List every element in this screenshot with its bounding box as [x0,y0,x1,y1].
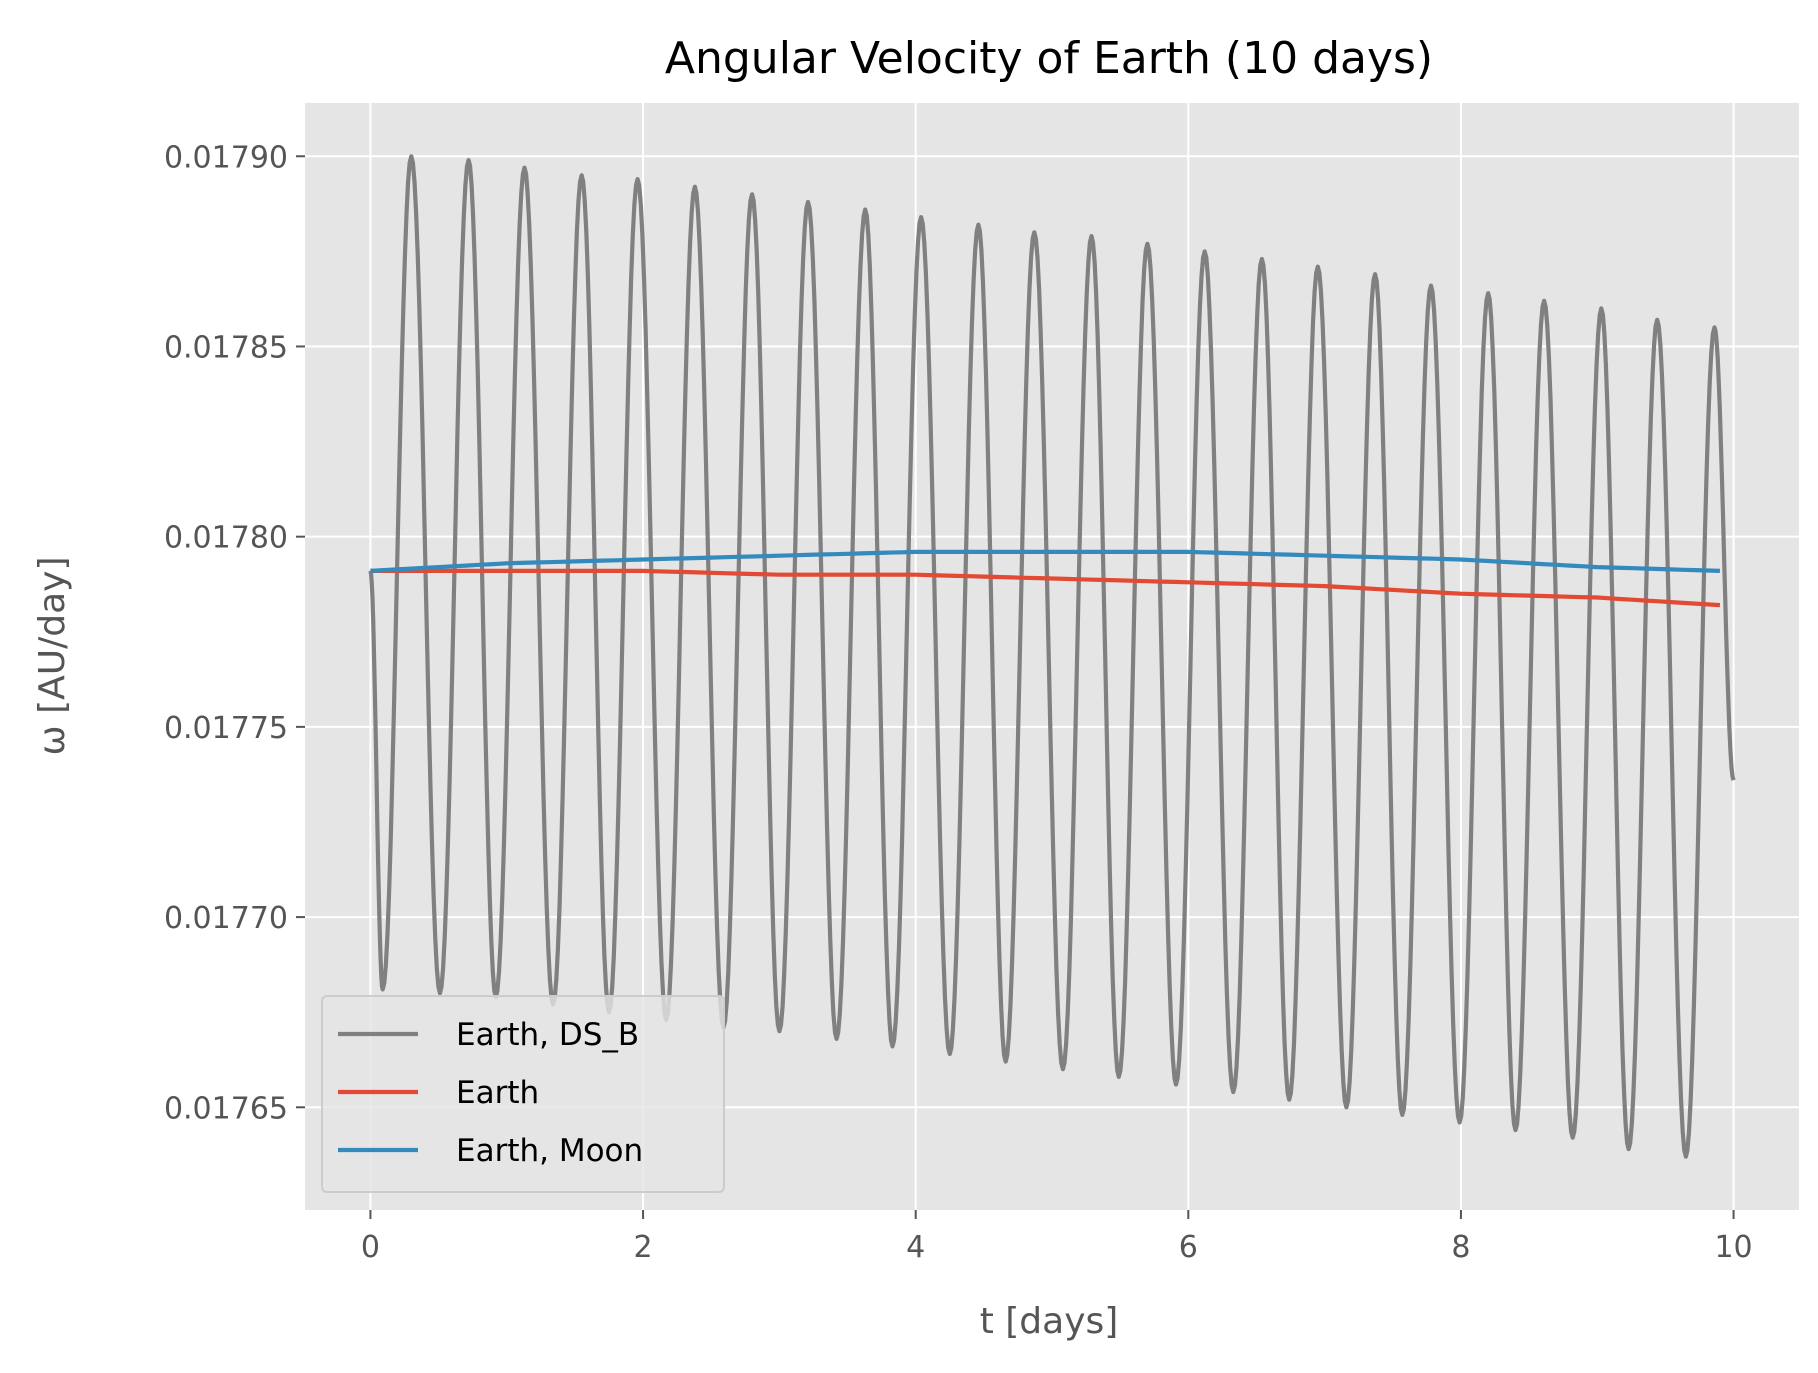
x-axis: 0 2 4 6 8 10 [361,1210,1753,1265]
legend-label: Earth [456,1075,539,1111]
x-tick-label: 4 [906,1230,925,1265]
chart-title: Angular Velocity of Earth (10 days) [665,33,1433,84]
y-tick-label: 0.01770 [164,901,288,936]
x-axis-label: t [days] [980,1301,1119,1342]
y-tick-label: 0.01765 [164,1091,288,1126]
legend: Earth, DS_B Earth Earth, Moon [321,995,725,1193]
series-line-1 [370,568,1721,608]
x-tick-label: 2 [634,1230,653,1265]
legend-box [321,995,725,1193]
y-tick-label: 0.01785 [164,330,288,365]
y-tick-label: 0.01790 [164,140,288,175]
x-tick-label: 10 [1714,1230,1752,1265]
x-tick-label: 8 [1451,1230,1470,1265]
series-line-2 [370,549,1720,573]
series-layer [368,154,1736,1159]
y-tick-label: 0.01780 [164,521,288,556]
legend-label: Earth, DS_B [456,1017,639,1053]
legend-label: Earth, Moon [456,1133,643,1169]
series-line-0 [368,154,1736,1159]
y-axis: 0.01765 0.01770 0.01775 0.01780 0.01785 0.017… [164,140,305,1126]
x-tick-label: 0 [361,1230,380,1265]
x-tick-label: 6 [1179,1230,1198,1265]
y-axis-label: ω [AU/day] [32,556,73,755]
y-tick-label: 0.01775 [164,711,288,746]
